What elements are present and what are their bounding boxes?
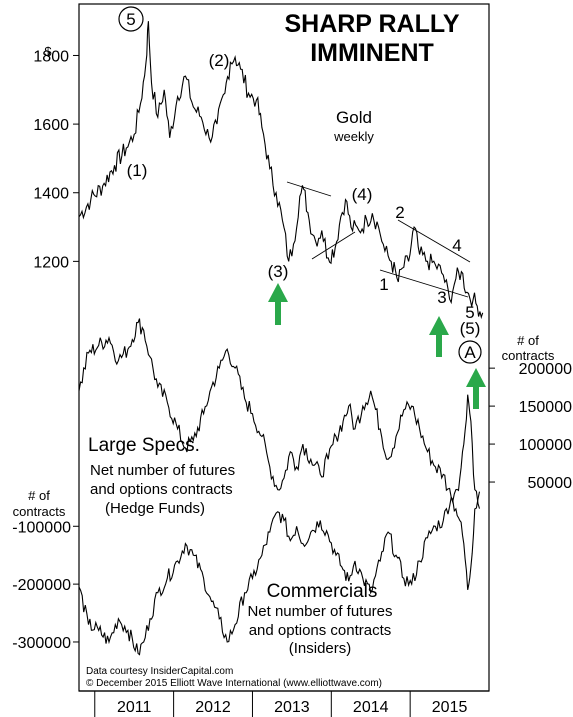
specs-y-tick-label: 200000 [519, 361, 572, 378]
x-year-label: 2012 [195, 699, 231, 716]
wave-1-label: (1) [127, 161, 148, 180]
wave-labels: 5 (1) (2) (3) (4) 1 2 3 4 5 (5) A [118, 6, 482, 364]
x-year-label: 2013 [274, 699, 310, 716]
large-specs-desc-3: (Hedge Funds) [105, 500, 205, 517]
chart-title-line-2: IMMINENT [310, 39, 434, 67]
commercials-desc-2: and options contracts [249, 622, 392, 639]
wave-a-circle [458, 340, 482, 364]
comm-y-tick-label: -100000 [12, 519, 71, 536]
x-axis: 2011 2012 2013 2014 2015 [94, 691, 468, 717]
specs-y-tick-label: 50000 [528, 475, 573, 492]
minor-wave-2-label: 2 [395, 203, 404, 222]
minor-wave-4-label: 4 [452, 236, 461, 255]
large-specs-desc-1: Net number of futures [90, 462, 235, 479]
wave-3-label: (3) [268, 262, 289, 281]
gold-y-axis: 1200 1400 1600 1800 [33, 48, 79, 271]
minor-wave-3-label: 3 [437, 288, 446, 307]
wave-4-label: (4) [352, 185, 373, 204]
comm-y-tick-label: -300000 [12, 635, 71, 652]
gold-unit-label: $ [44, 44, 52, 59]
commercials-label: Commercials [267, 581, 378, 602]
gold-series-label: Gold [336, 108, 372, 127]
green-up-arrow-icon [268, 283, 288, 325]
wave-trendlines [286, 181, 471, 298]
commercials-y-axis: -100000 -200000 -300000 [12, 519, 79, 652]
right-axis-label-1: # of [517, 333, 539, 348]
x-year-label: 2011 [117, 699, 152, 716]
data-credit: Data courtesy InsiderCapital.com [86, 666, 233, 677]
large-specs-label: Large Specs. [88, 435, 200, 456]
chart-title-line-1: SHARP RALLY [284, 10, 459, 38]
x-year-label: 2014 [353, 699, 389, 716]
commercials-desc-1: Net number of futures [247, 603, 392, 620]
wave-5-circle [118, 6, 144, 32]
large-specs-desc-2: and options contracts [90, 481, 233, 498]
gold-price-line [78, 21, 484, 320]
specs-y-tick-label: 100000 [519, 437, 572, 454]
wave-5-top-label: 5 [126, 10, 135, 29]
x-year-label: 2015 [432, 699, 468, 716]
commercials-line [78, 491, 481, 656]
large-specs-line [78, 318, 481, 509]
wave-5-paren-label: (5) [460, 319, 481, 338]
gold-series-subtitle: weekly [333, 129, 374, 144]
left-axis-label-1: # of [28, 488, 50, 503]
green-up-arrow-icon [429, 316, 449, 357]
gold-y-tick-label: 1800 [33, 48, 69, 65]
wave-a-label: A [464, 343, 476, 362]
gold-y-tick-label: 1600 [33, 117, 69, 134]
minor-wave-1-label: 1 [379, 275, 388, 294]
buy-signal-arrows [268, 283, 486, 409]
gold-y-tick-label: 1400 [33, 186, 69, 203]
green-up-arrow-icon [466, 368, 486, 409]
large-specs-y-axis: 50000 100000 150000 200000 [489, 361, 572, 492]
gold-y-tick-label: 1200 [33, 254, 69, 271]
comm-y-tick-label: -200000 [12, 577, 71, 594]
commercials-desc-3: (Insiders) [289, 640, 352, 657]
specs-y-tick-label: 150000 [519, 399, 572, 416]
minor-wave-5-label: 5 [465, 303, 474, 322]
right-axis-label-2: contracts [502, 348, 555, 363]
copyright-credit: © December 2015 Elliott Wave Internation… [86, 678, 382, 689]
left-axis-label-2: contracts [13, 504, 66, 519]
wave-2-label: (2) [209, 51, 230, 70]
